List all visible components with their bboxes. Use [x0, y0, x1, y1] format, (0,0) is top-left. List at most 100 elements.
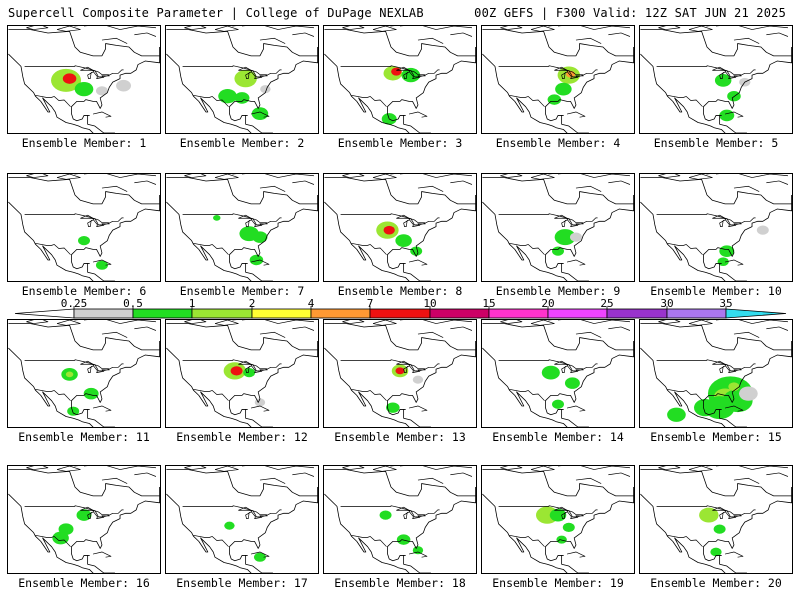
ensemble-member-label: Ensemble Member: 10 — [650, 284, 782, 298]
great-lakes — [238, 360, 268, 373]
scp-field-blob — [556, 535, 567, 544]
map-panel — [7, 465, 161, 574]
great-lakes — [80, 66, 110, 79]
arctic-coastline — [324, 177, 476, 205]
scp-field-blob — [78, 236, 90, 246]
scp-field-blob — [234, 69, 257, 88]
cuba-outline — [408, 551, 428, 558]
arctic-island — [342, 466, 365, 470]
great-lakes — [396, 360, 426, 373]
arctic-island — [530, 320, 555, 326]
arctic-island — [242, 26, 314, 30]
coastline — [324, 341, 476, 427]
coastline — [640, 195, 792, 281]
arctic-island — [558, 466, 630, 470]
us-mexico-border — [509, 388, 545, 401]
arctic-island — [558, 174, 630, 178]
map-svg — [166, 320, 318, 427]
arctic-island — [184, 26, 207, 30]
map-panel — [481, 465, 635, 574]
map-panel — [7, 173, 161, 282]
coastline — [8, 195, 160, 281]
arctic-island — [575, 477, 602, 484]
arctic-island — [56, 320, 81, 326]
us-mexico-border — [193, 242, 229, 255]
scp-field-blob — [412, 375, 424, 384]
arctic-island — [342, 174, 365, 178]
arctic-island — [259, 477, 286, 484]
great-lakes — [238, 66, 268, 79]
scp-field-blob — [541, 365, 560, 380]
us-mexico-border — [509, 94, 545, 107]
arctic-island — [575, 185, 602, 192]
us-canada-border — [24, 359, 124, 372]
coastline — [324, 47, 476, 133]
colorbar-segment — [251, 308, 312, 319]
coastline — [166, 487, 318, 573]
arctic-island — [56, 26, 81, 32]
cuba-outline — [408, 259, 428, 266]
cuba-outline — [92, 111, 112, 118]
ensemble-member-label: Ensemble Member: 18 — [334, 576, 466, 590]
arctic-island — [766, 326, 789, 331]
cuba-outline — [724, 405, 744, 412]
arctic-island — [417, 477, 444, 484]
map-panel — [639, 319, 793, 428]
ensemble-member-label: Ensemble Member: 19 — [492, 576, 624, 590]
map-svg — [8, 320, 160, 427]
us-mexico-border — [351, 388, 387, 401]
us-canada-border — [498, 213, 598, 226]
arctic-island — [688, 174, 713, 180]
map-svg — [640, 466, 792, 573]
arctic-island — [608, 32, 631, 37]
ensemble-member-label: Ensemble Member: 3 — [337, 136, 463, 150]
arctic-island — [26, 320, 49, 324]
scp-field-blob — [555, 82, 572, 96]
coastline — [8, 47, 160, 133]
us-mexico-border — [193, 94, 229, 107]
ensemble-member-label: Ensemble Member: 7 — [179, 284, 305, 298]
colorbar-segment — [73, 308, 134, 319]
us-canada-border — [656, 359, 756, 372]
map-svg — [166, 26, 318, 133]
ensemble-member-label: Ensemble Member: 9 — [495, 284, 621, 298]
arctic-island — [214, 466, 239, 472]
map-panel — [7, 319, 161, 428]
arctic-coastline — [482, 469, 634, 497]
scp-field-blob — [260, 85, 271, 94]
cuba-outline — [566, 551, 586, 558]
us-canada-border — [340, 505, 440, 518]
arctic-island — [530, 174, 555, 180]
map-svg — [166, 174, 318, 281]
arctic-coastline — [640, 469, 792, 497]
cuba-outline — [566, 111, 586, 118]
scp-field-blob — [52, 531, 69, 545]
cuba-outline — [408, 111, 428, 118]
map-svg — [640, 320, 792, 427]
scp-field-blob — [728, 382, 740, 391]
scp-field-blob — [552, 399, 564, 409]
map-svg — [8, 174, 160, 281]
us-canada-border — [24, 505, 124, 518]
us-mexico-border — [351, 242, 387, 255]
arctic-coastline — [166, 469, 318, 497]
arctic-island — [417, 331, 444, 338]
arctic-island — [766, 180, 789, 185]
scp-field-blob — [694, 399, 717, 417]
us-mexico-border — [193, 388, 229, 401]
arctic-island — [733, 331, 760, 338]
us-canada-border — [656, 65, 756, 78]
coastline — [166, 195, 318, 281]
ensemble-member-label: Ensemble Member: 17 — [176, 576, 308, 590]
arctic-island — [688, 320, 713, 326]
arctic-island — [688, 26, 713, 32]
header-right: 00Z GEFS | F300 Valid: 12Z SAT JUN 21 20… — [474, 6, 786, 20]
great-lakes — [554, 214, 584, 227]
arctic-coastline — [324, 323, 476, 351]
coastline — [482, 47, 634, 133]
map-panel — [165, 25, 319, 134]
cuba-outline — [250, 111, 270, 118]
arctic-island — [608, 180, 631, 185]
arctic-island — [292, 326, 315, 331]
arctic-island — [259, 37, 286, 44]
